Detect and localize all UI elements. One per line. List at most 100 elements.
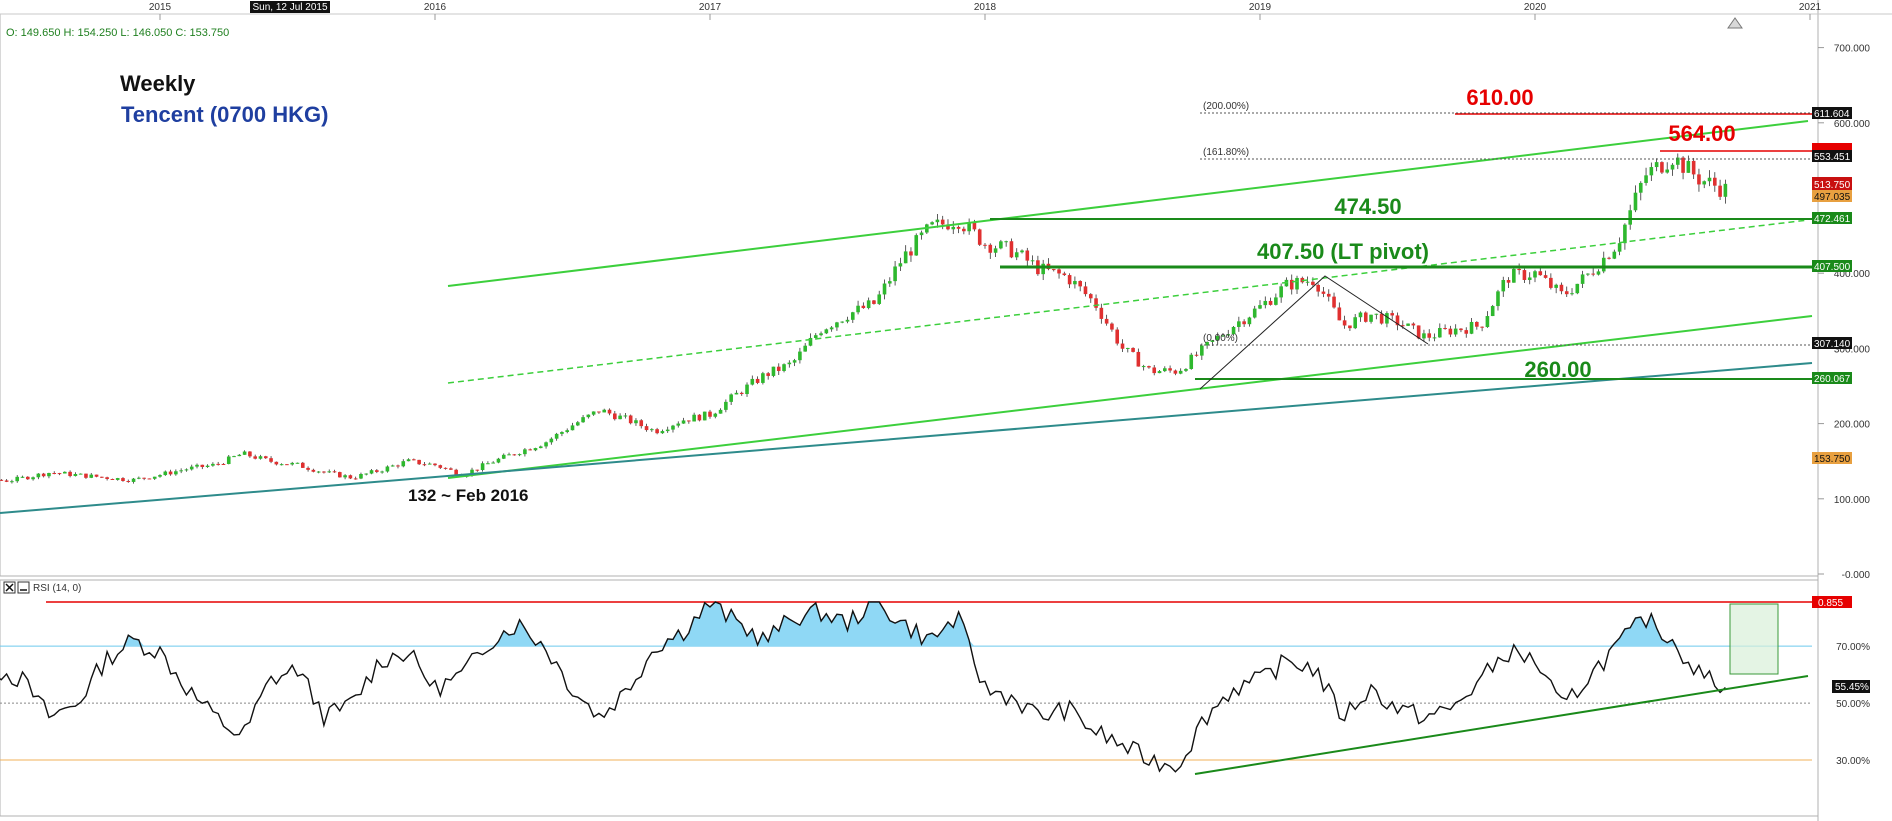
candle-body (866, 300, 871, 309)
candle-body (105, 477, 109, 479)
timeframe-label: Weekly (120, 71, 196, 96)
candle-body (1210, 340, 1215, 342)
fib-projection-legs (1199, 275, 1429, 390)
candle-body (1686, 160, 1691, 173)
instrument-label: Tencent (0700 HKG) (121, 102, 328, 127)
candle-body (100, 476, 104, 478)
candle-body (988, 244, 993, 253)
candle-body (375, 470, 379, 472)
candle-body (322, 471, 326, 473)
candle-body (36, 473, 41, 478)
candle-body (237, 454, 242, 457)
candle-body (739, 392, 744, 395)
candle-body (10, 481, 14, 483)
candle-body (1067, 275, 1072, 285)
rsi-current-value: 55.45% (1835, 682, 1869, 693)
candle-body (486, 463, 490, 465)
candle-body (1374, 313, 1379, 315)
rsi-minimize-button[interactable] (17, 581, 30, 594)
candle-body (475, 469, 480, 471)
candle-body (1575, 283, 1580, 294)
candle-body (422, 464, 427, 466)
x-tick-label: 2018 (974, 2, 997, 13)
candle-body (655, 429, 659, 434)
candle-body (1713, 177, 1717, 186)
candle-body (1295, 277, 1299, 290)
candle-body (78, 473, 83, 475)
date-badge-bg (250, 1, 330, 13)
candle-body (1702, 181, 1707, 185)
candle-body (1289, 279, 1294, 290)
price-label-260: 260.067 (1814, 374, 1851, 385)
candle-body (1242, 321, 1246, 325)
candle-body (115, 478, 120, 480)
rsi-series (0, 601, 1726, 773)
candle-body (560, 432, 564, 434)
y-tick-label: 600.000 (1834, 119, 1871, 130)
candle-body (1623, 224, 1627, 244)
candle-body (1607, 257, 1611, 259)
candle-body (872, 300, 876, 304)
candle-body (1078, 281, 1082, 287)
candle-body (882, 283, 887, 295)
candle-body (1438, 328, 1442, 338)
candle-body (1443, 328, 1447, 330)
candle-body (501, 454, 506, 459)
candle-body (1570, 293, 1574, 295)
candle-body (660, 431, 665, 434)
candle-body (1321, 291, 1326, 294)
candle-body (565, 430, 570, 433)
candle-body (1654, 162, 1659, 168)
level-407-label: 407.50 (LT pivot) (1257, 239, 1429, 264)
candle-body (893, 266, 897, 282)
rsi-reference-lines: 70.00% 50.00% 30.00% (0, 601, 1870, 767)
candle-body (967, 222, 971, 232)
candle-body (1025, 250, 1030, 261)
candle-body (1014, 252, 1019, 258)
candle-body (412, 459, 416, 461)
candle-body (89, 474, 94, 478)
candle-body (211, 463, 215, 466)
candle-body (126, 480, 131, 482)
x-tick-label: 2021 (1799, 2, 1822, 13)
candle-body (755, 378, 760, 383)
candle-body (607, 409, 612, 414)
candle-body (761, 373, 765, 383)
candle-body (1252, 308, 1257, 318)
candle-body (1189, 354, 1194, 369)
candle-body (745, 384, 749, 395)
price-label-553: 553.451 (1814, 152, 1851, 163)
rsi-y-tick-label: 30.00% (1836, 756, 1870, 767)
candle-body (63, 471, 67, 474)
candle-body (1342, 320, 1347, 326)
rsi-y-tick-label: 50.00% (1836, 699, 1870, 710)
fib-161-label: (161.80%) (1203, 147, 1249, 158)
candle-body (634, 420, 638, 424)
candle-body (491, 462, 495, 464)
candlestick-series (0, 153, 1728, 484)
candle-body (359, 474, 363, 479)
candle-body (279, 464, 284, 466)
scroll-marker-icon[interactable] (1727, 17, 1743, 29)
candle-body (639, 420, 644, 427)
rsi-current-badge (1832, 680, 1870, 693)
candle-body (1527, 277, 1532, 280)
candle-body (1305, 281, 1310, 283)
candle-body (903, 251, 908, 264)
candle-body (449, 468, 453, 470)
candle-body (1073, 281, 1077, 285)
candle-body (470, 469, 474, 475)
candle-body (174, 471, 178, 475)
candle-body (1554, 284, 1558, 288)
candle-body (195, 464, 199, 467)
candle-body (776, 366, 781, 371)
candle-body (697, 414, 702, 421)
candle-body (1258, 305, 1262, 309)
candle-body (591, 411, 596, 415)
candle-body (1496, 291, 1500, 307)
candle-body (787, 362, 792, 365)
candle-body (808, 337, 813, 346)
candle-body (1564, 291, 1569, 295)
candle-body (1263, 300, 1268, 306)
candle-body (972, 222, 977, 230)
